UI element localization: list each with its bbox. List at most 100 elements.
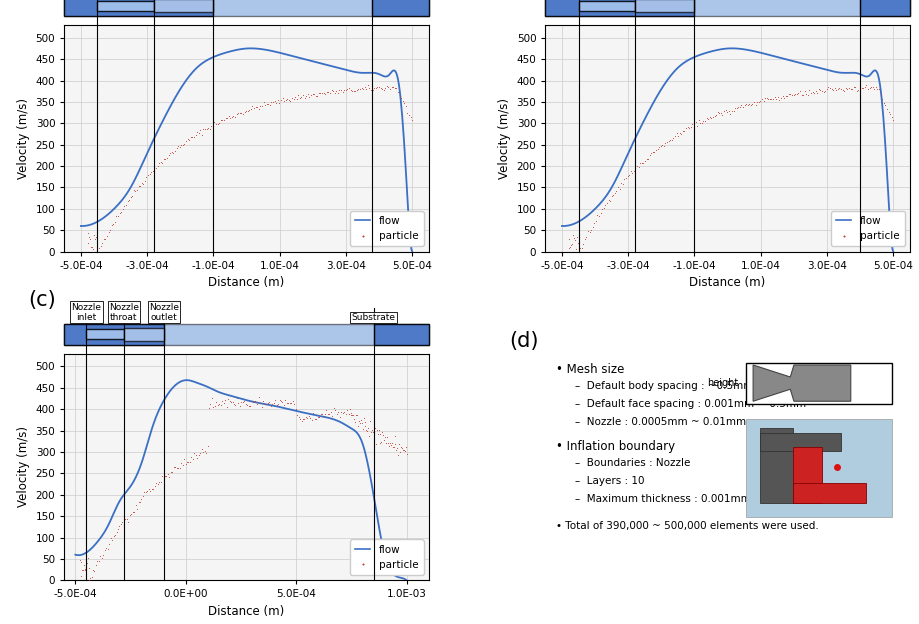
- Point: [778, 90, 793, 100]
- FancyBboxPatch shape: [760, 429, 793, 503]
- Point: [671, 130, 686, 140]
- Point: [212, 118, 227, 128]
- Point: [741, 100, 755, 110]
- Point: [864, 82, 879, 92]
- Point: [371, 425, 386, 435]
- Point: [373, 437, 388, 447]
- X-axis label: Distance (m): Distance (m): [689, 276, 766, 289]
- Point: [360, 426, 375, 436]
- Point: [235, 109, 250, 119]
- Point: [237, 396, 252, 406]
- Point: [96, 234, 111, 244]
- Point: [174, 140, 188, 150]
- Point: [647, 147, 662, 157]
- Point: [383, 440, 398, 450]
- Point: [296, 90, 311, 100]
- Point: [644, 148, 659, 158]
- Point: [853, 83, 868, 93]
- Point: [134, 494, 149, 504]
- Point: [119, 200, 133, 210]
- Point: [228, 401, 243, 411]
- Point: [871, 84, 886, 94]
- Point: [742, 99, 756, 109]
- Point: [114, 520, 129, 530]
- Point: [761, 94, 776, 104]
- Point: [791, 87, 806, 97]
- Point: [80, 238, 95, 248]
- Point: [373, 83, 388, 93]
- Point: [142, 484, 156, 494]
- Point: [255, 402, 269, 412]
- Point: [723, 109, 738, 119]
- Point: [231, 109, 245, 119]
- Point: [787, 90, 801, 100]
- Point: [293, 414, 308, 424]
- Point: [735, 102, 750, 112]
- Point: [780, 92, 795, 102]
- FancyBboxPatch shape: [545, 0, 695, 16]
- Point: [334, 85, 348, 95]
- Point: [684, 122, 698, 132]
- Point: [116, 204, 130, 214]
- Point: [690, 120, 705, 130]
- Point: [248, 102, 263, 112]
- Point: [275, 397, 289, 407]
- Point: [367, 82, 381, 92]
- Point: [574, 243, 589, 253]
- Point: [311, 412, 325, 422]
- Point: [346, 86, 361, 96]
- Point: [256, 97, 271, 107]
- Point: [702, 112, 717, 122]
- Point: [310, 90, 324, 100]
- Point: [631, 162, 646, 172]
- Point: [166, 462, 181, 472]
- Point: [612, 185, 627, 195]
- Point: [255, 100, 269, 110]
- Point: [184, 452, 199, 462]
- Point: [878, 100, 892, 110]
- Point: [294, 92, 309, 102]
- Point: [391, 87, 405, 97]
- Point: [579, 232, 594, 242]
- Point: [382, 437, 397, 447]
- Point: [297, 92, 312, 102]
- Point: [378, 83, 392, 93]
- Point: [818, 85, 833, 95]
- Point: [288, 92, 302, 102]
- Point: [386, 82, 401, 92]
- Point: [301, 89, 315, 99]
- Point: [128, 186, 142, 196]
- Point: [316, 88, 331, 98]
- Point: [242, 105, 256, 115]
- Point: [886, 115, 901, 125]
- FancyBboxPatch shape: [760, 433, 841, 451]
- Point: [384, 437, 399, 447]
- Point: [75, 565, 90, 575]
- Point: [212, 399, 227, 409]
- Point: [202, 124, 217, 134]
- Point: [187, 449, 201, 459]
- Point: [881, 107, 896, 117]
- Point: [86, 230, 101, 240]
- Point: [590, 210, 605, 220]
- Point: [682, 122, 697, 132]
- Point: [320, 87, 335, 97]
- Point: [198, 124, 212, 134]
- Point: [137, 487, 152, 497]
- Point: [845, 84, 859, 94]
- Point: [309, 91, 323, 101]
- Point: [576, 238, 591, 248]
- Point: [811, 84, 826, 94]
- Point: [151, 479, 165, 489]
- Point: [571, 238, 585, 248]
- Point: [788, 89, 802, 99]
- Point: [571, 246, 585, 256]
- Point: [161, 469, 176, 479]
- Point: [289, 94, 304, 104]
- Point: [622, 170, 637, 180]
- Point: [361, 422, 376, 432]
- Point: [564, 240, 579, 250]
- Point: [97, 545, 112, 555]
- Point: [136, 178, 151, 188]
- Point: [652, 142, 666, 152]
